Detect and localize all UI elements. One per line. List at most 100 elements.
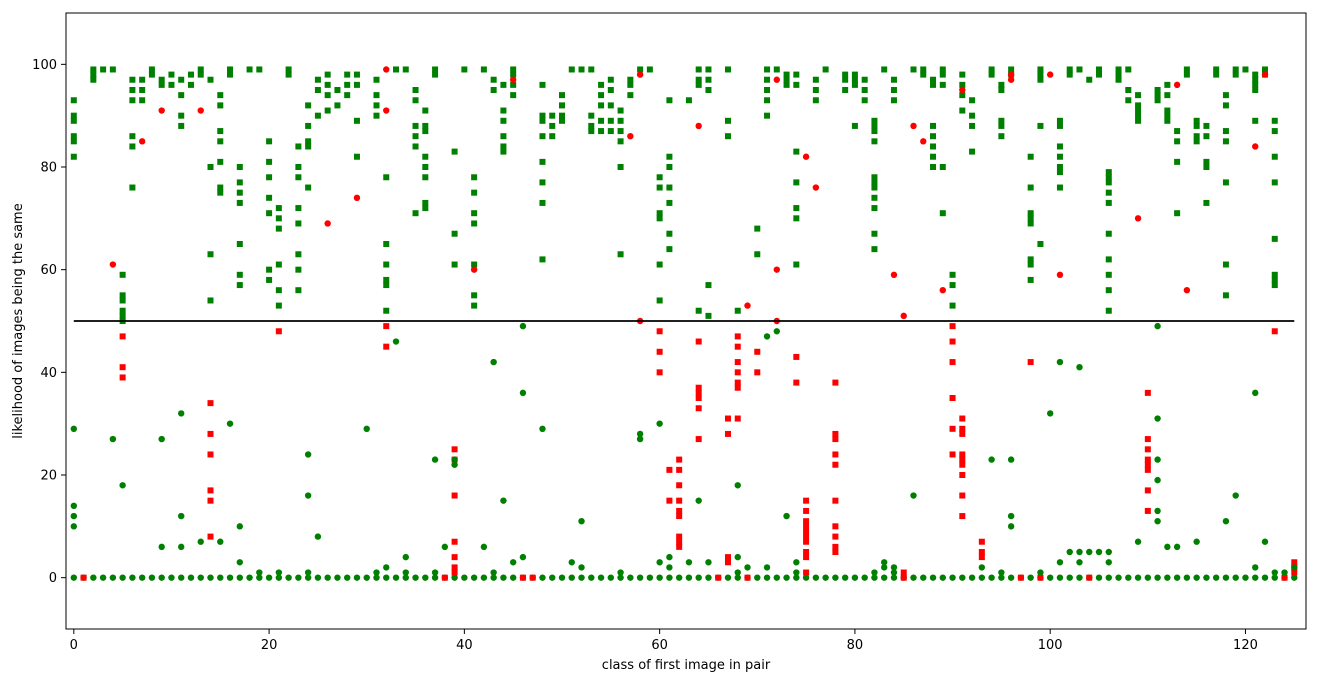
data-point (568, 559, 575, 566)
data-point (1066, 71, 1073, 78)
data-point (383, 307, 390, 314)
data-point (383, 66, 390, 73)
data-point (119, 364, 126, 371)
data-point (509, 76, 517, 83)
data-point (1261, 574, 1269, 581)
data-point (305, 143, 312, 150)
data-point (793, 81, 800, 88)
data-point (666, 184, 673, 191)
data-point (1173, 574, 1181, 581)
data-point (676, 507, 683, 514)
data-point (431, 456, 439, 463)
data-point (773, 266, 780, 273)
data-point (539, 199, 546, 206)
data-point (705, 282, 712, 289)
data-point (871, 128, 878, 135)
data-point (724, 430, 731, 437)
data-point (734, 415, 741, 422)
data-point (519, 574, 526, 581)
data-point (353, 117, 360, 124)
data-point (1213, 71, 1220, 78)
data-point (871, 205, 878, 212)
data-point (470, 574, 478, 581)
data-point (138, 574, 146, 581)
data-point (1271, 282, 1278, 289)
data-point (266, 158, 273, 165)
data-point (851, 574, 859, 581)
data-point (754, 348, 761, 355)
data-point (1271, 128, 1278, 135)
data-point (1174, 138, 1181, 145)
data-point (1134, 574, 1142, 581)
data-point (666, 230, 673, 237)
data-point (783, 574, 790, 581)
data-point (890, 76, 897, 83)
data-point (783, 512, 790, 520)
data-point (871, 246, 878, 253)
data-point (1222, 292, 1229, 299)
data-point (451, 492, 458, 499)
data-point (90, 76, 97, 83)
data-point (959, 425, 966, 432)
data-point (998, 122, 1005, 129)
data-point (70, 512, 78, 520)
data-point (568, 574, 575, 581)
data-point (432, 71, 439, 78)
data-point (607, 102, 614, 109)
data-point (236, 199, 243, 206)
data-point (129, 133, 136, 140)
data-point (998, 574, 1005, 581)
data-point (549, 112, 556, 119)
data-point (832, 549, 839, 555)
data-point (1281, 569, 1288, 576)
data-point (275, 287, 282, 294)
data-point (1291, 574, 1298, 581)
data-point (119, 271, 126, 278)
data-point (930, 153, 937, 160)
data-point (217, 189, 224, 196)
data-point (939, 81, 946, 88)
data-point (304, 492, 312, 499)
data-point (734, 569, 741, 576)
data-point (1027, 153, 1034, 160)
data-point (861, 76, 868, 83)
data-point (490, 358, 497, 366)
data-point (724, 554, 731, 561)
data-point (793, 71, 800, 78)
data-point (910, 492, 917, 499)
data-point (959, 492, 966, 499)
data-point (256, 66, 263, 73)
data-point (1252, 81, 1259, 88)
data-point (129, 87, 136, 93)
data-point (217, 92, 224, 99)
data-point (451, 148, 458, 155)
data-point (402, 569, 409, 576)
data-point (959, 92, 966, 99)
data-point (666, 553, 673, 561)
data-point (812, 184, 820, 191)
data-point (978, 574, 986, 581)
data-point (373, 92, 380, 99)
data-point (959, 86, 966, 94)
data-point (441, 543, 449, 551)
data-point (793, 379, 800, 386)
data-point (861, 97, 868, 104)
data-point (763, 333, 771, 340)
data-point (666, 153, 673, 160)
data-point (793, 569, 800, 576)
data-point (754, 225, 761, 232)
data-point (656, 348, 663, 355)
data-point (881, 559, 888, 566)
data-point (1056, 358, 1064, 366)
data-point (139, 76, 146, 83)
data-point (109, 435, 117, 443)
data-point (1115, 76, 1122, 83)
data-point (1232, 574, 1239, 581)
data-point (451, 461, 458, 468)
data-point (656, 574, 663, 581)
data-point (422, 128, 429, 135)
data-point (1007, 76, 1015, 83)
data-point (266, 210, 273, 217)
data-point (1056, 153, 1063, 160)
